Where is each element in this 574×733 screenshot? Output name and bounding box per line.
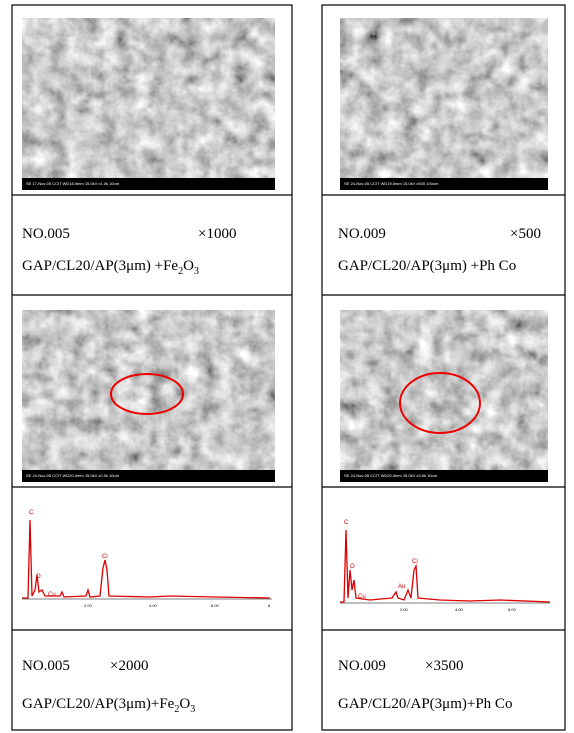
eds-spectrum: C O Cu Au Cl 2.00 4.00 6.00 [340, 520, 551, 612]
peak-label: O [36, 574, 41, 580]
sem-image: SE 24-Nov-05 CCIT WD19.5mm 15.0kV x500 1… [340, 18, 548, 190]
sem-image: SE 17-Nov-05 CCIT WD18.5mm 15.0kV x1.0k … [22, 18, 275, 190]
peak-label: O [350, 564, 355, 570]
formula: GAP/CL20/AP(3μm) +Ph Co [338, 258, 516, 274]
formula-subscript: 3 [190, 704, 195, 715]
formula-part: O [179, 696, 190, 712]
axis-tick-label: 6.00 [508, 607, 517, 612]
formula: GAP/CL20/AP(3μm)+Fe2O3 [22, 696, 195, 715]
magnification: ×500 [510, 226, 541, 242]
highlight-ellipse [110, 373, 184, 415]
formula-part: GAP/CL20/AP(3μm)+Fe [22, 696, 175, 712]
image-caption: SE 24-Nov-05 CCIT WD20.4mm 15.0kV x2.0k … [26, 473, 120, 478]
magnification: ×1000 [198, 226, 236, 242]
formula: GAP/CL20/AP(3μm) +Fe2O3 [22, 258, 199, 277]
sample-id: NO.009 [338, 226, 386, 242]
magnification: ×2000 [110, 658, 148, 674]
sample-id: NO.005 [22, 226, 70, 242]
axis-tick-label: 4.00 [149, 603, 158, 608]
table-right [321, 4, 566, 731]
axis-tick-label: 4.00 [455, 607, 464, 612]
peak-label: C [29, 510, 34, 516]
image-caption: SE 24-Nov-05 CCIT WD19.5mm 15.0kV x500 1… [344, 181, 439, 186]
image-caption: SE 24-Nov-05 CCIT WD20.5mm 15.0kV x3.5k … [344, 473, 438, 478]
table-left [11, 4, 293, 731]
formula-subscript: 2 [174, 704, 179, 715]
axis-tick-label: 2.00 [400, 607, 409, 612]
image-caption: SE 17-Nov-05 CCIT WD18.5mm 15.0kV x1.0k … [26, 181, 120, 186]
peak-label: Au [398, 584, 405, 590]
axis-tick-label: 6.00 [211, 603, 220, 608]
sample-id: NO.005 [22, 658, 70, 674]
formula-subscript: 2 [178, 266, 183, 277]
peak-label: Cl [102, 554, 108, 560]
magnification: ×3500 [425, 658, 463, 674]
formula: GAP/CL20/AP(3μm)+Ph Co [338, 696, 512, 712]
peak-label: Cl [412, 559, 418, 565]
peak-label: Cu [358, 594, 366, 600]
sem-image: SE 24-Nov-05 CCIT WD20.4mm 15.0kV x2.0k … [22, 310, 275, 482]
sem-image: SE 24-Nov-05 CCIT WD20.5mm 15.0kV x3.5k … [340, 310, 548, 482]
formula-part: O [183, 258, 194, 274]
peak-label: Cu [48, 592, 56, 598]
sample-id: NO.009 [338, 658, 386, 674]
axis-tick-label: 2.00 [84, 603, 93, 608]
eds-spectrum: C O Cu Cl 2.00 4.00 6.00 8 [22, 510, 272, 608]
formula-subscript: 3 [194, 266, 199, 277]
highlight-ellipse [399, 372, 481, 434]
axis-tick-label: 8 [268, 603, 271, 608]
formula-part: GAP/CL20/AP(3μm) +Fe [22, 258, 178, 274]
peak-label: C [344, 520, 349, 526]
